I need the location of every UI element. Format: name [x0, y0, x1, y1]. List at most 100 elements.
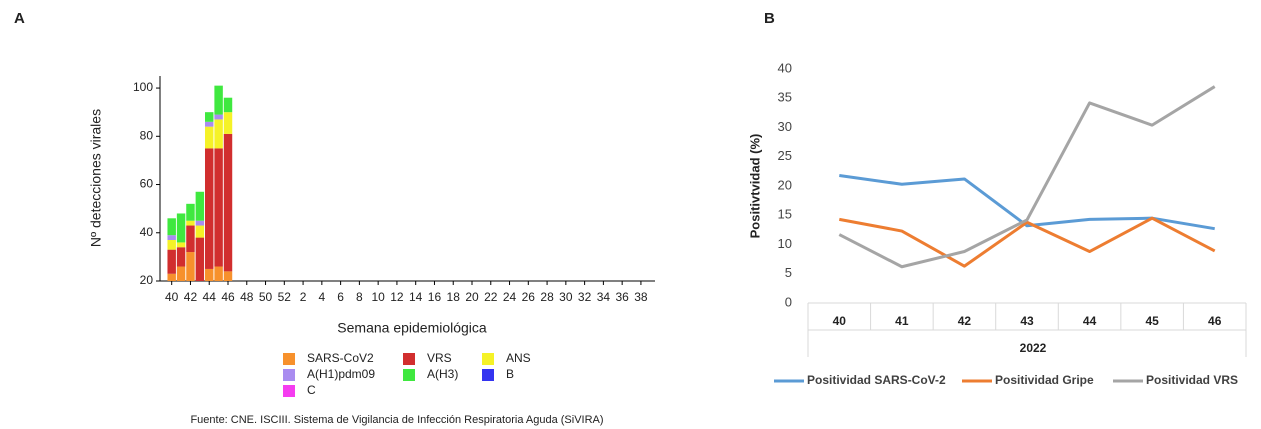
legend-label: A(H1)pdm09 [307, 367, 375, 381]
x-tick-label: 14 [409, 290, 423, 304]
bar-segment [167, 240, 176, 250]
bar-segment [205, 148, 214, 269]
y-tick-label: 20 [140, 273, 154, 287]
legend-label: C [307, 383, 316, 397]
series-line [839, 216, 1216, 268]
bar-segment [205, 121, 214, 127]
y-tick-label: 0 [785, 294, 792, 309]
bar-segment [214, 119, 223, 149]
bar-segment [195, 191, 205, 221]
legend-swatch [283, 369, 295, 381]
x-tick-label: 26 [522, 290, 536, 304]
y-tick-label: 35 [778, 90, 792, 105]
x-tick-label: 44 [1083, 314, 1097, 328]
legend-swatch [482, 369, 494, 381]
y-tick-label: 40 [778, 60, 792, 75]
x-tick-label: 10 [371, 290, 385, 304]
legend-label: B [506, 367, 514, 381]
y-tick-label: 20 [778, 177, 792, 192]
bar-segment [167, 273, 176, 281]
series-line [838, 85, 1216, 269]
legend-label: VRS [427, 351, 452, 365]
legend-label: ANS [506, 351, 531, 365]
x-tick-label: 46 [1208, 314, 1222, 328]
y-tick-label: 80 [140, 128, 154, 142]
y-tick-label: 10 [778, 236, 792, 251]
legend-swatch [403, 353, 415, 365]
bar-segment [195, 225, 205, 238]
x-tick-label: 46 [221, 290, 235, 304]
bar-segment [167, 218, 176, 236]
x-tick-label: 44 [203, 290, 217, 304]
bar-segment [205, 112, 214, 122]
x-tick-label: 18 [447, 290, 461, 304]
x-tick-label: 24 [503, 290, 517, 304]
bar-segment [186, 225, 195, 253]
x-tick-label: 40 [165, 290, 179, 304]
x-tick-label: 41 [895, 314, 909, 328]
x-tick-label: 16 [428, 290, 442, 304]
bar-segment [186, 252, 195, 281]
legend-label: A(H3) [427, 367, 458, 381]
x-tick-label: 12 [390, 290, 404, 304]
x-tick-label: 43 [1020, 314, 1034, 328]
legend-label: Positividad Gripe [995, 373, 1094, 387]
x-axis-label: Semana epidemiológica [337, 320, 487, 336]
legend-swatch [482, 353, 494, 365]
bar-segment [167, 235, 176, 240]
x-tick-label: 42 [958, 314, 972, 328]
bar-segment [176, 242, 186, 248]
y-axis-label: Positivtvidad (%) [747, 134, 762, 239]
x-tick-label: 36 [615, 290, 629, 304]
legend-label: Positividad VRS [1146, 373, 1238, 387]
bar-segment [186, 203, 195, 221]
legend-swatch [403, 369, 415, 381]
legend-swatch [283, 353, 295, 365]
x-tick-label: 40 [833, 314, 847, 328]
y-tick-label: 100 [133, 80, 153, 94]
bar-segment [214, 85, 223, 115]
y-tick-label: 15 [778, 207, 792, 222]
x-tick-label: 34 [597, 290, 611, 304]
bar-segment [205, 268, 214, 281]
bar-segment [176, 247, 186, 267]
x-tick-label: 52 [278, 290, 292, 304]
bar-segment [167, 249, 176, 274]
x-tick-label: 42 [184, 290, 198, 304]
x-tick-label: 4 [319, 290, 326, 304]
y-tick-label: 30 [778, 119, 792, 134]
x-tick-label: 2 [300, 290, 307, 304]
y-axis-label: Nº detecciones virales [88, 109, 104, 247]
y-tick-label: 5 [785, 265, 792, 280]
bar-segment [205, 126, 214, 149]
bar-segment [223, 271, 233, 281]
x-tick-label: 22 [484, 290, 498, 304]
x-tick-label: 32 [578, 290, 592, 304]
source-note: Fuente: CNE. ISCIII. Sistema de Vigilanc… [190, 414, 603, 426]
bar-segment [176, 213, 186, 243]
bar-segment [214, 266, 223, 281]
x-tick-label: 28 [540, 290, 554, 304]
x-tick-label: 45 [1145, 314, 1159, 328]
legend-label: Positividad SARS-CoV-2 [807, 373, 946, 387]
y-tick-label: 60 [140, 177, 154, 191]
bar-segment [223, 97, 233, 113]
x-tick-label: 30 [559, 290, 573, 304]
bar-segment [186, 220, 195, 226]
bar-segment [195, 237, 205, 281]
x-group-label: 2022 [1020, 341, 1047, 355]
x-tick-label: 6 [337, 290, 344, 304]
legend-label: SARS-CoV2 [307, 351, 374, 365]
bar-segment [195, 220, 205, 226]
y-tick-label: 25 [778, 148, 792, 163]
y-tick-label: 40 [140, 225, 154, 239]
x-tick-label: 20 [465, 290, 479, 304]
bar-segment [223, 133, 233, 272]
panel-label: B [764, 10, 775, 27]
bar-segment [223, 112, 233, 134]
panel-label: A [14, 10, 25, 27]
x-tick-label: 48 [240, 290, 254, 304]
legend-swatch [283, 385, 295, 397]
bar-segment [214, 148, 223, 267]
